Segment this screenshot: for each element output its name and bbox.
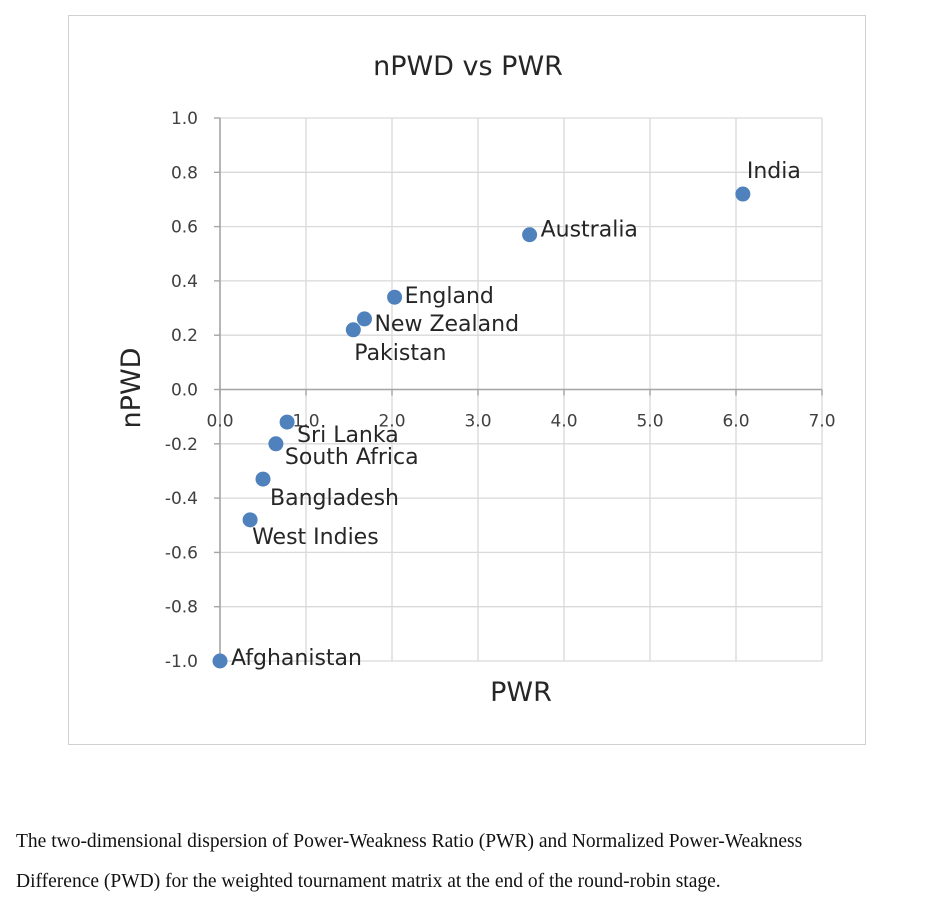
point-label: New Zealand (374, 312, 519, 337)
y-tick-labels: -1.0 -0.8 -0.6 -0.4 -0.2 0.0 0.2 0.4 0.6 0.8 1.0 (165, 109, 198, 672)
data-point (522, 227, 538, 243)
x-axis-label: PWR (490, 677, 552, 708)
data-point (345, 322, 361, 338)
chart-frame (68, 15, 866, 745)
caption-line-1: The two-dimensional dispersion of Power-… (16, 831, 803, 852)
y-tick-label: 0.0 (171, 381, 198, 401)
point-label: West Indies (252, 525, 379, 550)
data-point (387, 289, 403, 305)
x-tick-label: 7.0 (808, 412, 835, 432)
x-tick-label: 6.0 (722, 412, 749, 432)
x-tick-labels: 0.0 1.0 2.0 3.0 4.0 5.0 6.0 7.0 (206, 412, 835, 432)
point-label: Bangladesh (270, 486, 399, 511)
y-tick-label: -0.4 (165, 489, 198, 509)
point-label: Sri Lanka (297, 423, 399, 448)
y-tick-label: -0.8 (165, 598, 198, 618)
y-tick-label: 0.4 (171, 272, 198, 292)
y-tick-label: 1.0 (171, 109, 198, 129)
y-tick-label: -1.0 (165, 652, 198, 672)
data-point (279, 414, 295, 430)
point-label: Pakistan (354, 341, 446, 366)
data-point (255, 471, 271, 487)
data-point (356, 311, 372, 327)
data-point (242, 512, 258, 528)
y-tick-label: -0.2 (165, 435, 198, 455)
x-tick-label: 5.0 (636, 412, 663, 432)
data-point (735, 186, 751, 202)
x-tick-label: 4.0 (550, 412, 577, 432)
x-tick-label: 2.0 (378, 412, 405, 432)
data-point (268, 436, 284, 452)
caption-line-2: Difference (PWD) for the weighted tourna… (16, 871, 721, 892)
figure-caption: The two-dimensional dispersion of Power-… (16, 822, 921, 902)
y-tick-label: 0.6 (171, 218, 198, 238)
point-label: Afghanistan (231, 646, 362, 671)
chart-title: nPWD vs PWR (373, 51, 563, 82)
point-label: South Africa (285, 445, 419, 470)
y-axis-label: nPWD (116, 348, 147, 429)
y-tick-label: 0.2 (171, 326, 198, 346)
y-tick-label: -0.6 (165, 543, 198, 563)
x-tick-label: 3.0 (464, 412, 491, 432)
point-label: England (405, 284, 494, 309)
data-points (212, 186, 751, 669)
x-tick-label: 1.0 (292, 412, 319, 432)
data-point (212, 653, 228, 669)
point-label: Australia (541, 218, 638, 243)
x-tick-label: 0.0 (206, 412, 233, 432)
y-tick-label: 0.8 (171, 163, 198, 183)
point-label: India (747, 159, 801, 184)
axes (214, 117, 823, 662)
point-labels: India Australia England New Zealand Pakistan… (231, 159, 801, 671)
